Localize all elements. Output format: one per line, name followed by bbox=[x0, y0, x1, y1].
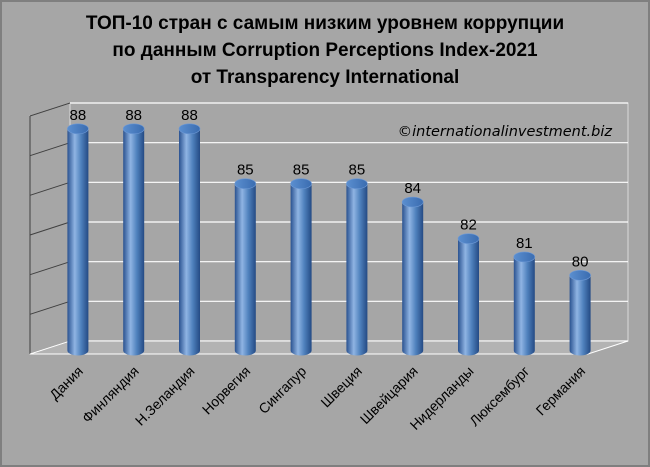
data-label: 84 bbox=[404, 180, 421, 197]
bar-top bbox=[457, 233, 480, 244]
data-label: 81 bbox=[516, 235, 533, 252]
bar bbox=[458, 238, 479, 356]
category-label: Норвегия bbox=[199, 363, 254, 418]
category-label: Н.Зеландия bbox=[132, 363, 198, 429]
category-label: Люксембург bbox=[466, 363, 532, 429]
plot-floor bbox=[29, 340, 629, 355]
bar-top bbox=[346, 178, 368, 190]
axis-tick bbox=[29, 261, 71, 276]
bar-top bbox=[290, 178, 312, 190]
bar-top bbox=[122, 123, 145, 135]
bar bbox=[234, 183, 256, 356]
axis-tick bbox=[29, 300, 71, 315]
bar bbox=[346, 183, 368, 356]
data-label: 82 bbox=[460, 217, 477, 234]
axis-tick bbox=[29, 102, 71, 117]
data-label: 85 bbox=[349, 162, 366, 179]
bar-top bbox=[67, 123, 89, 135]
chart-title-line-1: ТОП-10 стран с самым низким уровнем корр… bbox=[86, 13, 564, 34]
bar-top bbox=[401, 196, 424, 208]
bar-top bbox=[513, 251, 536, 263]
plot-area: 88Дания88Финляндия88Н.Зеландия85Норвегия… bbox=[29, 102, 629, 433]
bar bbox=[290, 183, 312, 356]
bar-top bbox=[234, 178, 257, 190]
bar bbox=[513, 256, 535, 356]
category-label: Дания bbox=[46, 363, 86, 403]
axis-tick bbox=[29, 181, 71, 196]
axis-tick bbox=[29, 221, 71, 236]
chart-title-line-2: по данным Corruption Perceptions Index-2… bbox=[112, 40, 538, 61]
data-label: 88 bbox=[70, 107, 87, 124]
chart-title-line-3: от Transparency International bbox=[191, 67, 460, 88]
data-label: 88 bbox=[125, 107, 142, 124]
data-label: 85 bbox=[293, 162, 310, 179]
bar bbox=[179, 128, 200, 356]
data-label: 88 bbox=[181, 107, 198, 124]
bar-top bbox=[569, 269, 591, 281]
bar bbox=[67, 128, 89, 356]
category-label: Швеция bbox=[317, 363, 365, 411]
bar bbox=[123, 128, 145, 356]
bar bbox=[402, 202, 424, 356]
category-label: Сингапур bbox=[255, 363, 309, 417]
data-label: 85 bbox=[237, 162, 254, 179]
watermark-credit: ©internationalinvestment.biz bbox=[398, 124, 613, 140]
data-label: 80 bbox=[572, 253, 589, 270]
bar-top bbox=[178, 123, 201, 135]
axis-tick bbox=[29, 142, 71, 157]
bar bbox=[569, 275, 591, 356]
category-label: Германия bbox=[533, 363, 589, 419]
